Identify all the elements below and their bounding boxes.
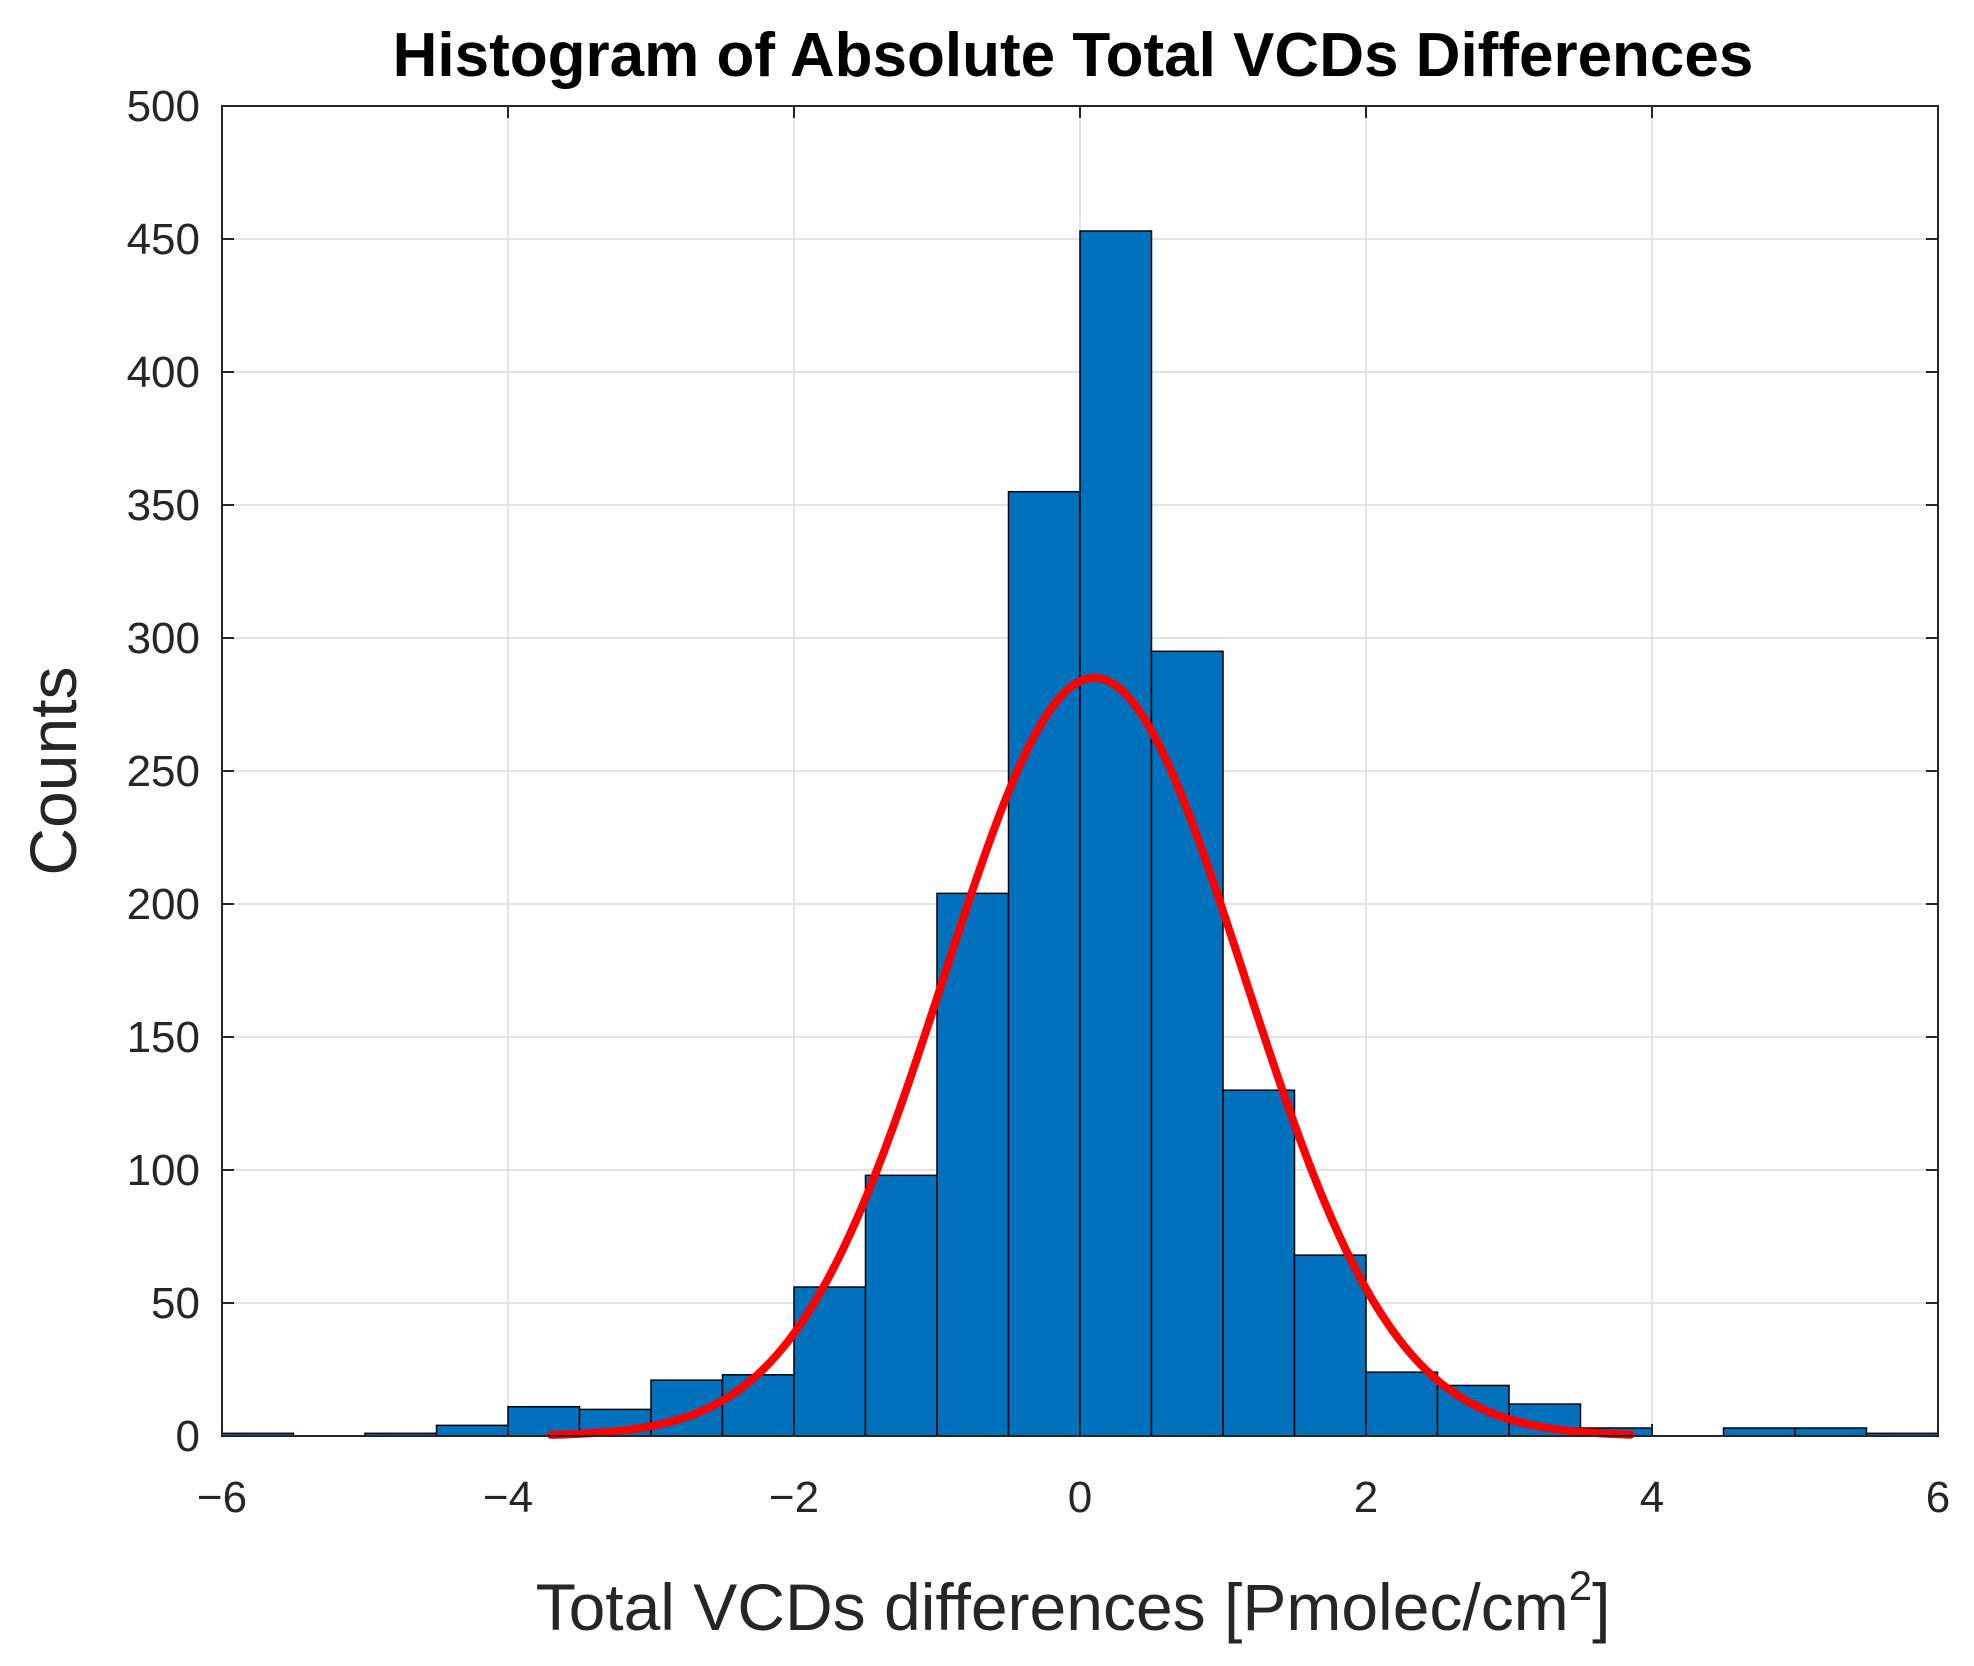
- y-axis-label: Counts: [16, 666, 90, 875]
- y-tick-label: 500: [127, 82, 200, 131]
- histogram-bar: [1007, 490, 1081, 1437]
- x-axis-label-text: Total VCDs differences [Pmolec/cm: [536, 1570, 1569, 1644]
- histogram-bar: [936, 892, 1010, 1437]
- y-tick-label: 200: [127, 880, 200, 929]
- y-tick-label: 0: [176, 1412, 200, 1461]
- histogram-bar: [1150, 650, 1224, 1437]
- histogram-bar: [1222, 1089, 1296, 1437]
- x-tick-label: −4: [483, 1473, 533, 1522]
- histogram-bar: [1365, 1371, 1439, 1437]
- x-tick-label: −6: [197, 1473, 247, 1522]
- histogram-bar: [864, 1174, 938, 1437]
- histogram-bar: [1794, 1427, 1868, 1437]
- x-tick-label: 4: [1640, 1473, 1664, 1522]
- x-tick-labels: −6 −4 −2 0 2 4 6: [197, 1473, 1950, 1522]
- histogram-bar: [721, 1374, 795, 1437]
- y-tick-label: 250: [127, 747, 200, 796]
- x-tick-label: 2: [1354, 1473, 1378, 1522]
- histogram-bars: [221, 230, 1939, 1437]
- y-tick-label: 50: [151, 1279, 200, 1328]
- histogram-bar: [1722, 1427, 1796, 1437]
- y-tick-label: 450: [127, 215, 200, 264]
- y-tick-label: 100: [127, 1146, 200, 1195]
- y-tick-label: 150: [127, 1013, 200, 1062]
- y-tick-label: 300: [127, 614, 200, 663]
- x-axis-label-end: ]: [1592, 1570, 1610, 1644]
- y-tick-label: 350: [127, 481, 200, 530]
- normal-fit-curve: [546, 673, 1635, 1439]
- histogram-bar: [1293, 1254, 1367, 1437]
- histogram-bar: [1079, 230, 1153, 1437]
- x-tick-label: −2: [769, 1473, 819, 1522]
- chart-title: Histogram of Absolute Total VCDs Differe…: [393, 21, 1754, 90]
- x-tick-label: 6: [1926, 1473, 1950, 1522]
- axis-ticks: [221, 105, 1939, 1437]
- histogram-bar: [435, 1424, 509, 1437]
- histogram-bar: [793, 1286, 867, 1437]
- y-tick-label: 400: [127, 348, 200, 397]
- x-axis-label: Total VCDs differences [Pmolec/cm2]: [536, 1562, 1611, 1644]
- x-tick-label: 0: [1068, 1473, 1092, 1522]
- x-axis-label-superscript: 2: [1569, 1562, 1592, 1609]
- y-tick-labels: 0 50 100 150 200 250 300 350 400 450 500: [127, 82, 200, 1461]
